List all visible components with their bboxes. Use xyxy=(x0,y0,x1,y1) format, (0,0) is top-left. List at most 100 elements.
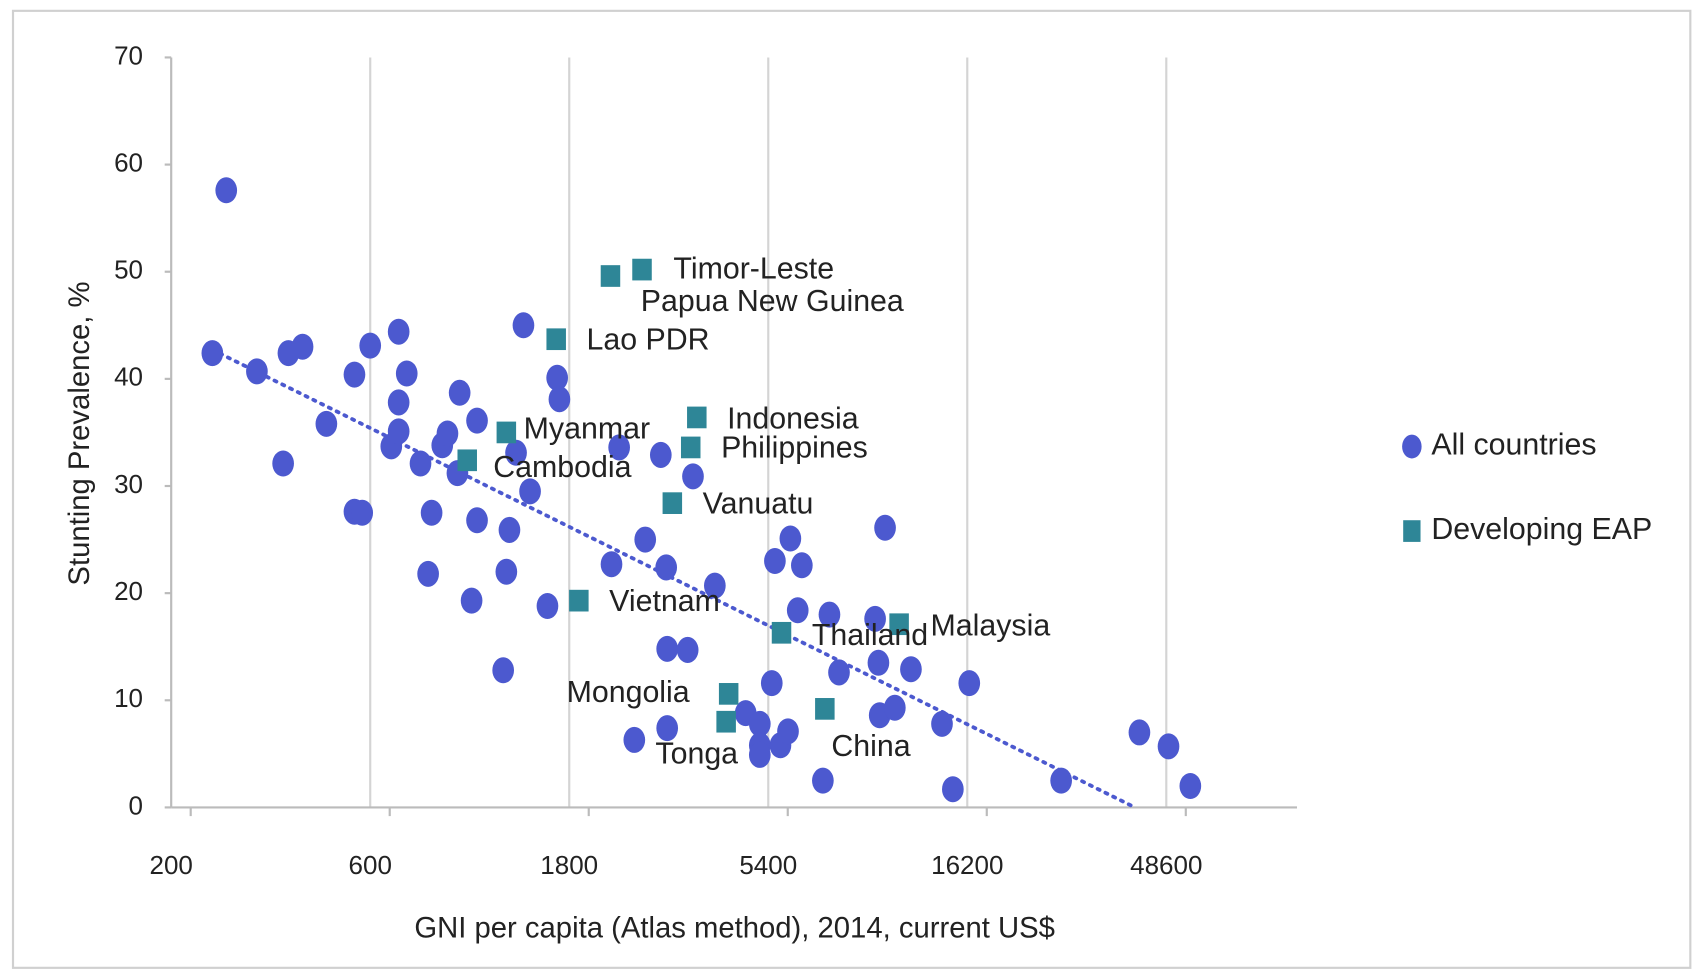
point xyxy=(496,421,517,444)
point xyxy=(409,450,432,477)
series xyxy=(201,177,1202,803)
point xyxy=(716,710,736,733)
point xyxy=(1157,733,1180,760)
y-tick-label: 50 xyxy=(114,255,143,285)
point xyxy=(600,265,621,287)
point xyxy=(272,450,294,477)
point xyxy=(867,649,890,676)
y-tick-label: 20 xyxy=(114,576,143,606)
point xyxy=(201,340,224,367)
y-axis-title: Stunting Prevalence, % xyxy=(64,281,96,585)
point xyxy=(680,436,701,459)
point xyxy=(748,741,771,768)
point xyxy=(466,407,488,434)
x-tick-label: 16200 xyxy=(931,850,1003,880)
chart-frame xyxy=(11,9,1692,969)
y-tick-label: 10 xyxy=(114,683,143,713)
point xyxy=(460,587,483,614)
legend-marker xyxy=(1402,434,1422,459)
y-tick-label: 30 xyxy=(114,469,143,499)
point xyxy=(495,558,518,585)
point xyxy=(359,332,382,359)
point-label: Indonesia xyxy=(727,403,859,436)
point xyxy=(760,670,783,697)
point xyxy=(417,560,439,587)
point xyxy=(662,492,683,514)
point-label: Timor-Leste xyxy=(673,253,834,286)
point xyxy=(656,715,679,742)
point xyxy=(655,554,678,581)
point xyxy=(682,463,704,490)
point xyxy=(395,360,418,387)
y-tick-label: 60 xyxy=(114,147,143,177)
point-label: Vietnam xyxy=(609,585,720,618)
point xyxy=(457,449,477,472)
point xyxy=(505,439,527,466)
point-label: China xyxy=(831,730,910,763)
point xyxy=(215,177,238,204)
point-label: Malaysia xyxy=(931,609,1051,642)
point-label: Cambodia xyxy=(493,451,631,484)
point xyxy=(492,657,515,684)
point xyxy=(718,683,739,705)
point xyxy=(786,597,809,624)
point xyxy=(466,507,488,534)
point xyxy=(687,406,707,429)
point xyxy=(779,525,802,552)
trendline xyxy=(210,347,1137,810)
point xyxy=(777,718,799,745)
point xyxy=(246,358,268,385)
point-label: Papua New Guinea xyxy=(641,285,904,318)
point xyxy=(748,710,771,737)
point xyxy=(436,420,459,447)
point-label: Philippines xyxy=(721,432,868,465)
x-axis-title: GNI per capita (Atlas method), 2014, cur… xyxy=(414,913,1054,945)
point xyxy=(764,547,786,575)
point xyxy=(1128,719,1151,746)
y-tick-label: 70 xyxy=(114,40,143,70)
x-tick-label: 1800 xyxy=(540,850,598,880)
point xyxy=(828,659,850,686)
point xyxy=(656,635,679,662)
point xyxy=(546,364,569,391)
point xyxy=(818,601,841,628)
point xyxy=(874,514,896,541)
point xyxy=(815,698,835,720)
point xyxy=(519,478,541,505)
point xyxy=(448,379,471,406)
x-tick-label: 5400 xyxy=(739,850,797,880)
point xyxy=(1179,772,1202,800)
point xyxy=(548,386,571,413)
point xyxy=(351,499,374,526)
point xyxy=(387,418,410,445)
point xyxy=(387,318,410,345)
point xyxy=(387,389,410,416)
point xyxy=(291,333,314,360)
point xyxy=(632,258,652,281)
point xyxy=(536,592,559,620)
series xyxy=(457,258,909,733)
point xyxy=(1050,767,1072,794)
point xyxy=(889,613,909,636)
point xyxy=(791,552,813,579)
point-label: Vanuatu xyxy=(703,487,814,520)
point xyxy=(676,636,699,663)
point xyxy=(883,694,906,721)
x-tick-label: 600 xyxy=(349,850,392,880)
point xyxy=(864,605,886,632)
y-tick-label: 40 xyxy=(114,362,143,392)
point xyxy=(546,328,566,351)
point xyxy=(942,776,964,803)
legend-marker xyxy=(1403,520,1421,542)
point-label: Lao PDR xyxy=(587,323,710,356)
legend-label: All countries xyxy=(1431,429,1596,462)
point xyxy=(600,551,623,578)
point xyxy=(771,621,792,644)
point xyxy=(958,670,981,697)
point xyxy=(343,361,366,388)
x-tick-label: 48600 xyxy=(1130,850,1202,880)
point xyxy=(900,656,922,683)
point-label: Thailand xyxy=(812,619,928,652)
